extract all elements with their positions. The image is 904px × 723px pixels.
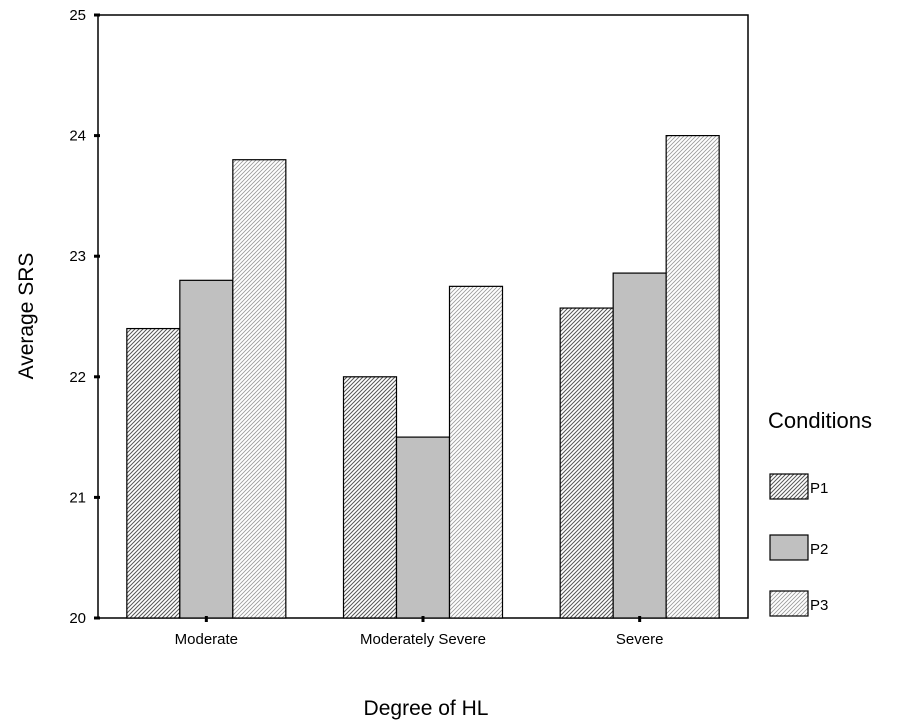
bar-p1-moderately-severe xyxy=(342,376,398,619)
legend-swatch-p2 xyxy=(769,534,809,561)
x-tick-label: Moderate xyxy=(175,631,238,648)
bar-p3-severe xyxy=(665,135,720,619)
y-tick-label: 20 xyxy=(69,610,86,627)
bar-p3-moderately-severe xyxy=(448,285,504,619)
y-tick-label: 23 xyxy=(69,248,86,265)
legend-label-p2: P2 xyxy=(810,541,828,558)
y-tick-label: 24 xyxy=(69,128,86,145)
y-tick-label: 21 xyxy=(69,489,86,506)
bar-p2-severe xyxy=(612,272,667,619)
bar-p2-moderate xyxy=(179,279,234,619)
y-tick-label: 25 xyxy=(69,7,86,24)
legend-swatch-p3 xyxy=(769,590,809,617)
y-axis-title: Average SRS xyxy=(15,253,38,380)
x-axis-title: Degree of HL xyxy=(364,697,489,720)
x-tick-label: Severe xyxy=(616,631,664,648)
legend-label-p3: P3 xyxy=(810,597,828,614)
bar-p2-moderately-severe xyxy=(395,436,451,619)
legend-title: Conditions xyxy=(768,408,872,433)
legend: Conditions P1 P2 P3 xyxy=(768,408,872,617)
x-tick-label: Moderately Severe xyxy=(360,631,486,648)
legend-swatch-p1 xyxy=(769,473,809,500)
bar-p3-moderate xyxy=(232,159,287,619)
bar-p1-moderate xyxy=(126,327,181,619)
y-tick-label: 22 xyxy=(69,369,86,386)
bar-p1-severe xyxy=(559,307,614,619)
legend-label-p1: P1 xyxy=(810,480,828,497)
